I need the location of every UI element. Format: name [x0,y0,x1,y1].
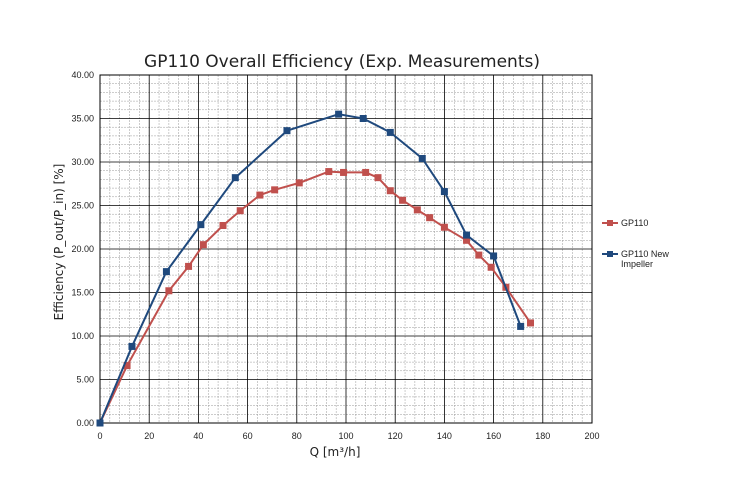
y-tick-label: 10.00 [71,331,94,341]
data-point [386,128,394,136]
y-tick-label: 5.00 [76,375,94,385]
data-point [490,252,498,260]
legend-label: Impeller [621,259,653,269]
y-axis-tick-labels: 0.00 5.00 10.00 15.00 20.00 25.00 30.00 35.00 40… [71,70,94,428]
data-point [123,362,131,370]
legend-marker [607,220,613,226]
x-tick-label: 120 [388,431,403,441]
data-point [256,191,264,199]
data-point [413,206,421,214]
x-tick-label: 140 [437,431,452,441]
data-point [231,174,239,182]
y-tick-label: 0.00 [76,418,94,428]
data-point [219,222,227,230]
x-tick-label: 20 [144,431,154,441]
data-point [386,187,394,195]
legend-entry: GP110 [602,218,648,228]
data-point [362,168,370,176]
data-point [283,127,291,135]
data-point [96,419,104,427]
data-point [199,241,207,249]
x-tick-label: 180 [535,431,550,441]
data-point [340,168,348,176]
data-point [325,168,333,176]
data-point [359,115,367,122]
data-point [418,155,426,163]
data-point [271,186,279,194]
y-tick-label: 15.00 [71,288,94,298]
data-point [517,322,525,330]
y-tick-label: 40.00 [71,70,94,80]
data-point [487,263,495,271]
series-2 [96,110,525,427]
data-point [440,223,448,231]
x-tick-label: 0 [97,431,102,441]
data-point [374,174,382,182]
x-tick-label: 200 [584,431,599,441]
y-tick-label: 20.00 [71,244,94,254]
x-axis-tick-labels: 0 20 40 60 80 100 120 140 160 180 200 [97,431,599,441]
y-tick-label: 25.00 [71,201,94,211]
legend-label: GP110 [621,218,648,228]
x-tick-label: 60 [243,431,253,441]
y-tick-label: 35.00 [71,114,94,124]
x-tick-label: 160 [486,431,501,441]
y-tick-label: 30.00 [71,157,94,167]
data-point [527,319,534,327]
data-point [162,268,170,276]
data-point [463,231,471,239]
data-point [426,214,434,222]
data-point [295,179,303,187]
plot-area-border [99,74,593,424]
legend-marker [607,251,613,257]
data-point [399,196,407,204]
data-point [475,251,483,259]
data-point [128,342,136,350]
y-axis-label: Efficiency (P_out/P_in) [%] [52,164,66,321]
data-point [440,188,448,196]
x-tick-label: 100 [338,431,353,441]
chart-title: GP110 Overall Efficiency (Exp. Measureme… [144,52,540,72]
legend-label: GP110 New [621,249,669,259]
data-point [185,262,193,270]
series-layer [96,110,534,427]
data-point [463,236,471,244]
x-axis-label: Q [m³/h] [310,445,361,459]
data-point [165,287,173,295]
x-tick-label: 80 [292,431,302,441]
data-point [236,207,244,215]
data-point [197,221,205,229]
data-point [335,110,343,118]
series-line [99,113,522,424]
x-tick-label: 40 [193,431,203,441]
